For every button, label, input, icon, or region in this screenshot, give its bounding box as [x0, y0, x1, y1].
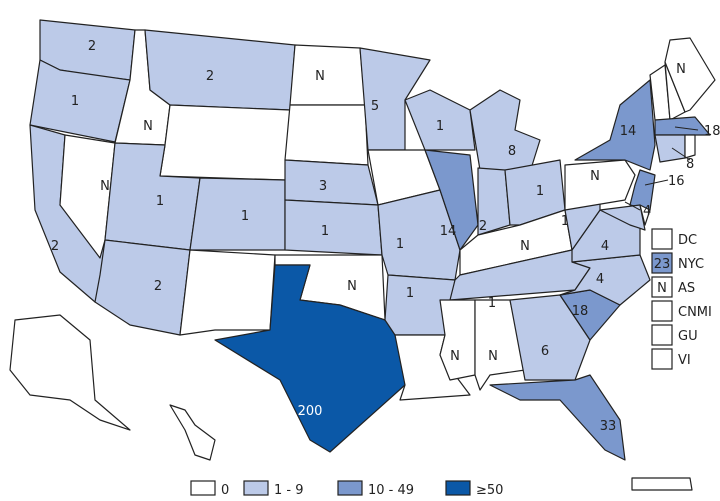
state-label-ms: N: [450, 349, 460, 364]
state-label-ct: 8: [686, 157, 694, 172]
leader-line-ct: [671, 147, 691, 161]
state-hi: [169, 404, 216, 461]
state-label-va: 4: [601, 239, 609, 254]
state-ma: [654, 116, 711, 136]
map-legend: 0 1 - 9 10 - 49 ≥50: [190, 480, 503, 498]
state-labels-layer: 2 1 2 N N 2 1 2 1 N 3 1 N 200 5 1 1 1 14 8 2 1 N 1 N N 6 33 18 4 4 1 N 14…: [51, 39, 720, 434]
legend-swatch-zero: [190, 480, 216, 496]
state-nm: [179, 249, 276, 336]
state-ak: [9, 314, 131, 431]
states-layer: [9, 19, 716, 491]
territory-label: AS: [678, 281, 695, 296]
state-wy: [159, 104, 291, 181]
state-label-az: 2: [154, 279, 162, 294]
territory-box-dc: [651, 228, 673, 250]
leader-line-ma: [674, 126, 699, 131]
legend-label: 10 - 49: [368, 483, 414, 498]
state-md: [599, 204, 646, 231]
territory-value: N: [657, 281, 667, 296]
state-label-wa: 2: [88, 39, 96, 54]
state-label-ma: 18: [704, 124, 720, 139]
state-de: [639, 204, 651, 226]
territory-box-as: [651, 276, 673, 298]
legend-label: 1 - 9: [274, 483, 304, 498]
legend-label: ≥50: [476, 483, 503, 498]
territory-boxes: DC 23 NYC N AS CNMI GU VI: [651, 228, 712, 370]
state-ct: [654, 134, 686, 163]
state-sd: [284, 104, 369, 166]
state-me: [664, 37, 716, 113]
legend-swatch-mid: [337, 480, 363, 496]
state-il: [424, 149, 479, 251]
state-label-md: 4: [643, 204, 651, 219]
state-label-co: 1: [241, 209, 249, 224]
state-label-ne: 3: [319, 179, 327, 194]
state-label-in: 2: [479, 219, 487, 234]
territory-label: VI: [678, 353, 691, 368]
state-label-wv: 1: [561, 214, 569, 229]
state-ga: [509, 294, 591, 381]
state-label-ar: 1: [406, 286, 414, 301]
state-label-tx: 200: [298, 404, 323, 419]
state-fl: [489, 374, 626, 461]
state-nc: [559, 254, 651, 306]
territory-label: GU: [678, 329, 698, 344]
state-label-mi: 8: [508, 144, 516, 159]
state-label-pa: N: [590, 169, 600, 184]
state-label-id: N: [143, 119, 153, 134]
territory-label: CNMI: [678, 305, 712, 320]
state-nd: [289, 44, 366, 106]
state-co: [189, 177, 286, 251]
territory-value: 23: [654, 257, 671, 272]
state-pr: [631, 477, 693, 491]
state-ri: [684, 134, 696, 159]
leader-line-md: [624, 201, 641, 211]
state-mn: [359, 47, 431, 151]
state-label-ks: 1: [321, 224, 329, 239]
state-ms: [439, 299, 476, 381]
state-ks: [284, 199, 383, 256]
state-label-ga: 6: [541, 344, 549, 359]
territory-box-vi: [651, 348, 673, 370]
state-nv: [59, 134, 116, 259]
territory-box-nyc: [651, 252, 673, 274]
state-label-fl: 33: [600, 419, 617, 434]
territory-label: NYC: [678, 257, 704, 272]
state-label-mn: 5: [371, 99, 379, 114]
state-wi: [404, 89, 476, 151]
legend-swatch-high: [445, 480, 471, 496]
state-ny: [574, 79, 656, 171]
state-label-tn: 1: [488, 296, 496, 311]
state-label-mo: 1: [396, 237, 404, 252]
state-label-or: 1: [71, 94, 79, 109]
state-mi: [469, 89, 541, 173]
state-az: [94, 239, 191, 336]
state-label-me: N: [676, 62, 686, 77]
legend-label: 0: [221, 483, 229, 498]
legend-swatch-low: [243, 480, 269, 496]
state-label-mt: 2: [206, 69, 214, 84]
territory-box-gu: [651, 324, 673, 346]
state-label-sc: 18: [572, 304, 589, 319]
state-label-nc: 4: [596, 272, 604, 287]
state-label-ok: N: [347, 279, 357, 294]
state-label-nj: 16: [668, 174, 685, 189]
state-label-ny: 14: [620, 124, 637, 139]
state-label-ky: N: [520, 239, 530, 254]
state-pa: [564, 159, 636, 211]
state-label-il: 14: [440, 224, 457, 239]
state-label-ut: 1: [156, 194, 164, 209]
territory-label: DC: [678, 233, 697, 248]
state-label-al: N: [488, 349, 498, 364]
state-ne: [284, 159, 379, 206]
territory-box-cnmi: [651, 300, 673, 322]
state-label-oh: 1: [536, 184, 544, 199]
state-label-nd: N: [315, 69, 325, 84]
state-label-ca: 2: [51, 239, 59, 254]
state-label-nv: N: [100, 179, 110, 194]
leader-line-nj: [644, 179, 669, 186]
state-label-wi: 1: [436, 119, 444, 134]
state-mt: [144, 29, 296, 111]
